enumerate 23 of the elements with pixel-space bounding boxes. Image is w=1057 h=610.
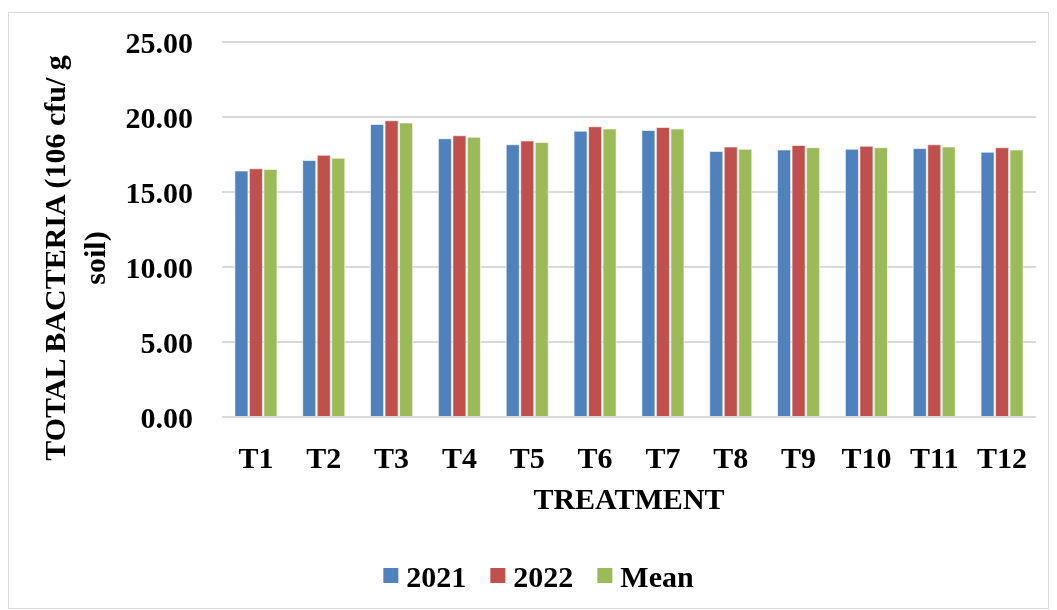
x-tick-label: T8 bbox=[713, 440, 749, 474]
x-tick-label: T1 bbox=[238, 440, 274, 474]
y-axis-title: TOTAL BACTERIA (106 cfu/ g soil) bbox=[37, 55, 112, 461]
x-tick-label: T4 bbox=[441, 440, 477, 474]
y-tick-label: 20.00 bbox=[125, 100, 193, 134]
x-tick-label: T6 bbox=[577, 440, 613, 474]
y-tick-label: 0.00 bbox=[140, 400, 193, 434]
x-tick-label: T9 bbox=[781, 440, 817, 474]
y-tick-label: 5.00 bbox=[140, 325, 193, 359]
x-tick-label: T10 bbox=[841, 440, 892, 474]
x-tick-label: T2 bbox=[306, 440, 342, 474]
x-axis-title: TREATMENT bbox=[533, 481, 725, 515]
x-tick-label: T5 bbox=[509, 440, 545, 474]
x-tick-label: T11 bbox=[910, 440, 959, 474]
y-tick-label: 15.00 bbox=[125, 175, 193, 209]
y-tick-label: 10.00 bbox=[125, 250, 193, 284]
legend-label: 2022 bbox=[513, 559, 574, 593]
legend-label: 2021 bbox=[406, 559, 467, 593]
x-tick-label: T12 bbox=[977, 440, 1028, 474]
legend-label: Mean bbox=[620, 559, 694, 593]
x-tick-label: T7 bbox=[645, 440, 681, 474]
y-tick-label: 25.00 bbox=[125, 25, 193, 59]
x-tick-label: T3 bbox=[374, 440, 410, 474]
